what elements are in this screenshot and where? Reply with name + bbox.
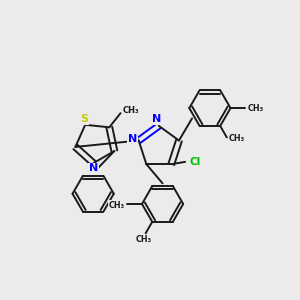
Text: CH₃: CH₃ — [228, 134, 244, 143]
Text: CH₃: CH₃ — [122, 106, 139, 115]
Text: CH₃: CH₃ — [136, 235, 152, 244]
Text: Cl: Cl — [190, 157, 201, 167]
Text: CH₃: CH₃ — [109, 201, 125, 210]
Text: S: S — [80, 115, 88, 124]
Text: CH₃: CH₃ — [248, 103, 264, 112]
Text: N: N — [152, 114, 161, 124]
Text: N: N — [128, 134, 137, 144]
Text: N: N — [89, 164, 98, 173]
